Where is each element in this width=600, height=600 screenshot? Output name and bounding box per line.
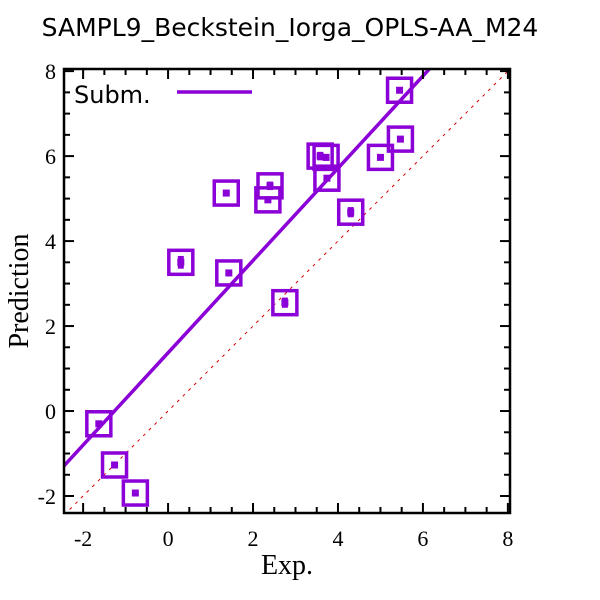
data-point-marker	[271, 288, 299, 317]
x-tick-label: 0	[163, 526, 174, 551]
y-tick-label: 6	[45, 144, 56, 169]
data-point-marker	[100, 451, 129, 479]
x-tick-label: 2	[248, 526, 259, 551]
fit-line	[64, 69, 432, 468]
legend: Subm.	[74, 81, 252, 109]
data-point-center	[225, 269, 233, 277]
data-point-center	[347, 208, 355, 216]
data-point-center	[322, 153, 330, 161]
y-axis-label: Prediction	[4, 233, 35, 348]
data-point-center	[376, 153, 384, 161]
data-point-marker	[313, 164, 341, 192]
x-tick-label: 6	[417, 526, 428, 551]
data-point-center	[281, 299, 289, 307]
y-tick-label: 2	[45, 314, 56, 339]
data-point-marker	[312, 143, 340, 172]
y-tick-label: -2	[38, 484, 56, 509]
y-tick-label: 8	[45, 59, 56, 84]
data-point-center	[316, 152, 324, 160]
x-tick-label: 4	[332, 526, 343, 551]
data-point-marker	[167, 248, 195, 277]
data-point-marker	[215, 259, 243, 287]
data-point-marker	[121, 479, 150, 507]
data-point-center	[396, 86, 404, 94]
y-tick-label: 0	[45, 399, 56, 424]
x-tick-label: -2	[74, 526, 92, 551]
x-axis-label: Exp.	[261, 550, 313, 581]
identity-line	[65, 69, 510, 513]
chart-title: SAMPL9_Beckstein_Iorga_OPLS-AA_M24	[42, 13, 539, 42]
data-point-center	[266, 182, 274, 190]
data-point-marker	[366, 143, 395, 172]
data-point-center	[222, 189, 230, 197]
data-point-marker	[336, 198, 365, 226]
data-point-center	[264, 196, 272, 204]
data-point-marker	[212, 179, 241, 207]
data-point-marker	[385, 76, 414, 104]
data-point-center	[131, 489, 139, 497]
data-point-center	[396, 135, 404, 143]
plot-frame	[62, 67, 512, 515]
data-point-center	[177, 258, 185, 266]
data-point-center	[323, 174, 331, 182]
data-point-marker	[386, 125, 415, 153]
x-tick-label: 8	[502, 526, 513, 551]
data-point-marker	[256, 172, 284, 200]
y-tick-label: 4	[45, 229, 56, 254]
data-point-marker	[85, 410, 113, 438]
legend-label: Subm.	[74, 81, 151, 109]
data-point-center	[95, 420, 103, 428]
data-point-center	[111, 461, 119, 469]
